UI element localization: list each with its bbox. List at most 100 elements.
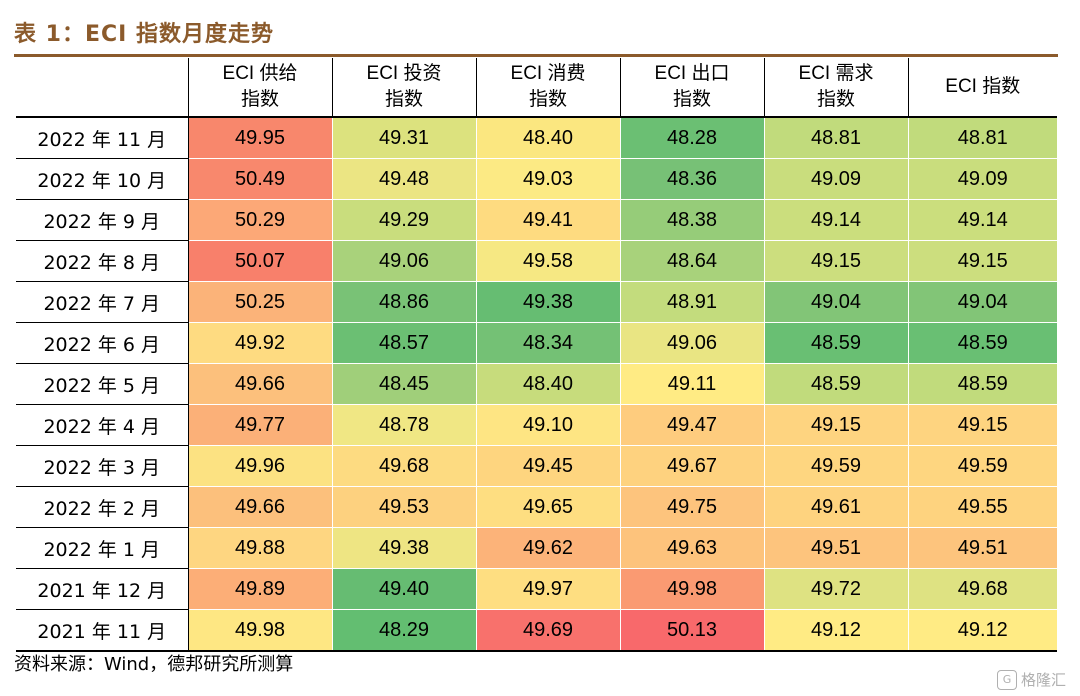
- table-cell: 50.49: [188, 158, 332, 200]
- table-cell: 50.29: [188, 199, 332, 241]
- table-cell: 49.15: [763, 404, 908, 446]
- row-label: 2022 年 9 月: [16, 199, 189, 241]
- table-cell: 49.68: [907, 568, 1057, 610]
- table-row: 2021 年 12 月 49.89 49.40 49.97 49.98 49.72 49.6…: [16, 568, 1057, 610]
- header-corner: [16, 58, 188, 118]
- column-header: ECI 指数: [907, 58, 1057, 118]
- table-cell: 49.03: [475, 158, 620, 200]
- table-row: 2022 年 6 月 49.92 48.57 48.34 49.06 48.59 48.59: [16, 322, 1057, 364]
- column-header: ECI 投资 指数: [331, 58, 476, 118]
- table-cell: 48.34: [475, 322, 620, 364]
- table-cell: 48.59: [763, 322, 908, 364]
- table-cell: 48.36: [619, 158, 764, 200]
- eci-table: ECI 供给 指数 ECI 投资 指数 ECI 消费 指数 ECI 出口 指数 ECI …: [16, 58, 1057, 652]
- table-cell: 49.15: [763, 240, 908, 282]
- table-cell: 49.59: [907, 445, 1057, 487]
- table-cell: 49.14: [907, 199, 1057, 241]
- table-cell: 49.06: [331, 240, 476, 282]
- table-cell: 49.72: [763, 568, 908, 610]
- table-cell: 49.75: [619, 486, 764, 528]
- table-cell: 49.98: [188, 609, 332, 652]
- table-cell: 49.67: [619, 445, 764, 487]
- row-label: 2022 年 2 月: [16, 486, 189, 528]
- table-row: 2021 年 11 月 49.98 48.29 49.69 50.13 49.12 49.1…: [16, 609, 1057, 652]
- table-row: 2022 年 4 月 49.77 48.78 49.10 49.47 49.15 49.15: [16, 404, 1057, 446]
- table-cell: 49.53: [331, 486, 476, 528]
- table-cell: 48.59: [907, 322, 1057, 364]
- table-title: 表 1：ECI 指数月度走势: [14, 22, 274, 47]
- table-cell: 49.55: [907, 486, 1057, 528]
- table-cell: 49.58: [475, 240, 620, 282]
- table-row: 2022 年 11 月 49.95 49.31 48.40 48.28 48.81 48.8…: [16, 116, 1057, 159]
- table-row: 2022 年 7 月 50.25 48.86 49.38 48.91 49.04 49.04: [16, 281, 1057, 323]
- table-cell: 49.11: [619, 363, 764, 405]
- table-cell: 49.14: [763, 199, 908, 241]
- row-label: 2022 年 6 月: [16, 322, 189, 364]
- table-cell: 48.81: [907, 116, 1057, 159]
- column-header: ECI 供给 指数: [187, 58, 332, 118]
- table-cell: 49.65: [475, 486, 620, 528]
- table-cell: 49.45: [475, 445, 620, 487]
- table-cell: 48.57: [331, 322, 476, 364]
- table-cell: 49.92: [188, 322, 332, 364]
- table-cell: 49.98: [619, 568, 764, 610]
- table-cell: 48.40: [475, 116, 620, 159]
- table-cell: 49.12: [907, 609, 1057, 652]
- table-cell: 49.12: [763, 609, 908, 652]
- watermark-logo-icon: G: [996, 669, 1017, 690]
- table-cell: 49.95: [188, 116, 332, 159]
- table-cell: 49.69: [475, 609, 620, 652]
- table-cell: 49.06: [619, 322, 764, 364]
- table-cell: 49.61: [763, 486, 908, 528]
- table-cell: 49.89: [188, 568, 332, 610]
- table-cell: 50.13: [619, 609, 764, 652]
- table-cell: 49.59: [763, 445, 908, 487]
- source-note: 资料来源：Wind，德邦研究所测算: [14, 654, 294, 675]
- table-cell: 49.97: [475, 568, 620, 610]
- row-label: 2022 年 3 月: [16, 445, 189, 487]
- table-row: 2022 年 9 月 50.29 49.29 49.41 48.38 49.14 49.14: [16, 199, 1057, 241]
- table-cell: 49.88: [188, 527, 332, 569]
- table-cell: 49.04: [763, 281, 908, 323]
- table-cell: 49.15: [907, 240, 1057, 282]
- watermark-text: 格隆汇: [1020, 671, 1066, 689]
- table-row: 2022 年 3 月 49.96 49.68 49.45 49.67 49.59 49.59: [16, 445, 1057, 487]
- table-row: 2022 年 5 月 49.66 48.45 48.40 49.11 48.59 48.59: [16, 363, 1057, 405]
- table-cell: 49.66: [188, 363, 332, 405]
- row-label: 2021 年 11 月: [16, 609, 189, 652]
- table-cell: 48.40: [475, 363, 620, 405]
- table-cell: 49.63: [619, 527, 764, 569]
- table-row: 2022 年 2 月 49.66 49.53 49.65 49.75 49.61 49.55: [16, 486, 1057, 528]
- table-cell: 49.48: [331, 158, 476, 200]
- watermark: G 格隆汇: [996, 669, 1066, 690]
- table-cell: 48.28: [619, 116, 764, 159]
- table-cell: 49.09: [763, 158, 908, 200]
- row-label: 2022 年 4 月: [16, 404, 189, 446]
- table-cell: 49.10: [475, 404, 620, 446]
- header-row: ECI 供给 指数 ECI 投资 指数 ECI 消费 指数 ECI 出口 指数 ECI …: [16, 58, 1057, 118]
- table-cell: 49.62: [475, 527, 620, 569]
- table-cell: 49.15: [907, 404, 1057, 446]
- row-label: 2022 年 7 月: [16, 281, 189, 323]
- row-label: 2021 年 12 月: [16, 568, 189, 610]
- table-cell: 48.91: [619, 281, 764, 323]
- table-cell: 49.31: [331, 116, 476, 159]
- table-row: 2022 年 1 月 49.88 49.38 49.62 49.63 49.51 49.51: [16, 527, 1057, 569]
- row-label: 2022 年 8 月: [16, 240, 189, 282]
- table-cell: 48.45: [331, 363, 476, 405]
- table-row: 2022 年 8 月 50.07 49.06 49.58 48.64 49.15 49.15: [16, 240, 1057, 282]
- table-cell: 48.86: [331, 281, 476, 323]
- table-cell: 49.47: [619, 404, 764, 446]
- table-cell: 49.04: [907, 281, 1057, 323]
- column-header: ECI 消费 指数: [475, 58, 620, 118]
- row-label: 2022 年 5 月: [16, 363, 189, 405]
- table-cell: 49.09: [907, 158, 1057, 200]
- table-cell: 49.68: [331, 445, 476, 487]
- column-header: ECI 出口 指数: [619, 58, 764, 118]
- table-cell: 49.66: [188, 486, 332, 528]
- table-cell: 49.40: [331, 568, 476, 610]
- table-cell: 50.07: [188, 240, 332, 282]
- table-cell: 48.64: [619, 240, 764, 282]
- table-cell: 49.51: [763, 527, 908, 569]
- column-header: ECI 需求 指数: [763, 58, 908, 118]
